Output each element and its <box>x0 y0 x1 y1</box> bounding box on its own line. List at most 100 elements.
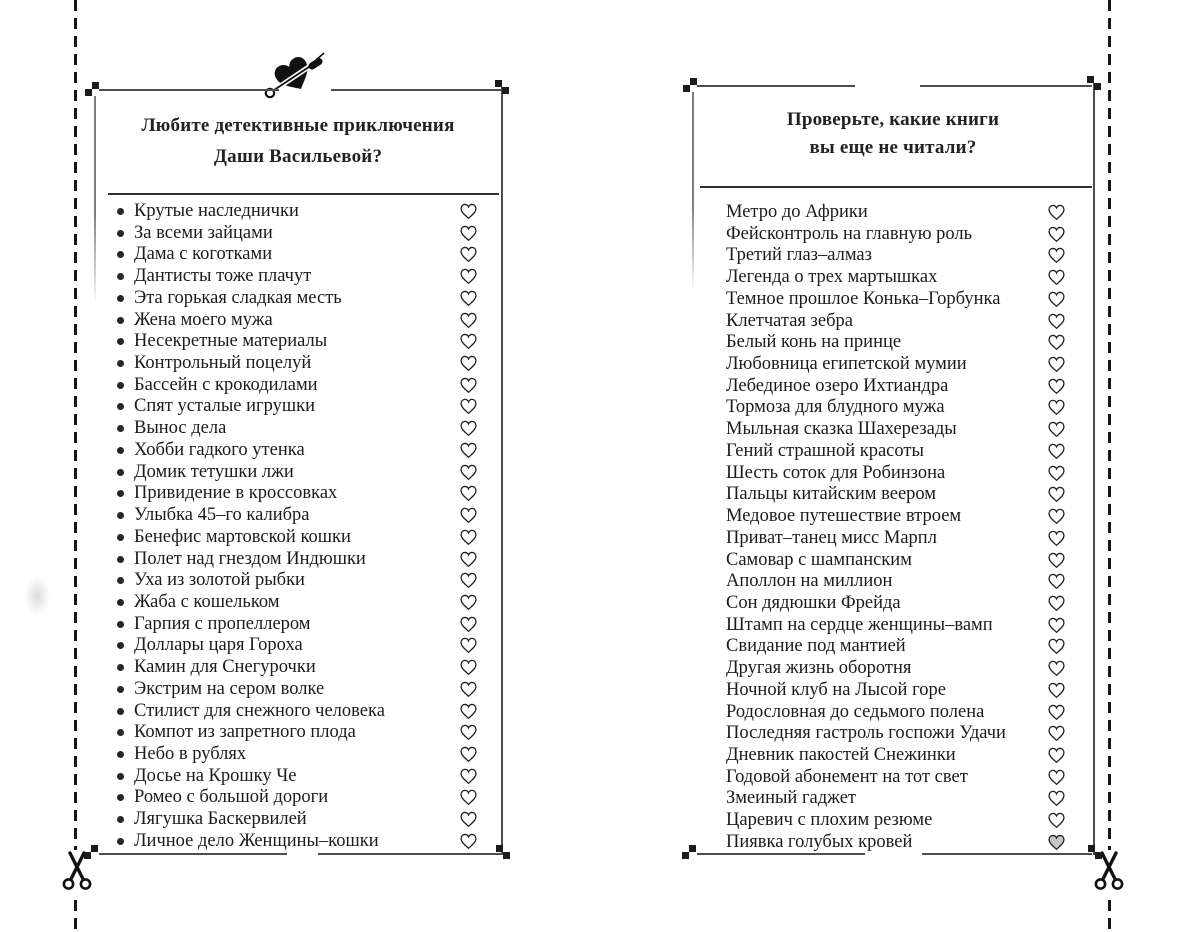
corner-ornament <box>1088 845 1103 860</box>
heart-checkbox[interactable] <box>1047 225 1066 243</box>
book-row: Бенефис мартовской кошки <box>112 527 478 547</box>
heart-checkbox[interactable] <box>459 397 478 415</box>
heart-checkbox[interactable] <box>459 788 478 806</box>
heart-checkbox[interactable] <box>459 593 478 611</box>
heart-checkbox[interactable] <box>1047 724 1066 742</box>
book-row: Домик тетушки лжи <box>112 462 478 482</box>
heart-checkbox[interactable] <box>459 832 478 850</box>
book-title: Лебединое озеро Ихтиандра <box>726 375 949 396</box>
heart-checkbox[interactable] <box>459 354 478 372</box>
book-title: Царевич с плохим резюме <box>726 810 933 831</box>
heart-checkbox[interactable] <box>1047 355 1066 373</box>
heart-checkbox[interactable] <box>1047 442 1066 460</box>
heart-checkbox[interactable] <box>459 550 478 568</box>
heart-checkbox[interactable] <box>1047 246 1066 264</box>
heart-checkbox[interactable] <box>1047 529 1066 547</box>
heart-checkbox[interactable] <box>1047 268 1066 286</box>
book-row: Лебединое озеро Ихтиандра <box>714 376 1066 396</box>
heart-checkbox-checked[interactable] <box>1047 833 1066 851</box>
book-row: Темное прошлое Конька–Горбунка <box>714 289 1066 309</box>
bullet-icon <box>117 685 124 693</box>
heart-checkbox[interactable] <box>459 658 478 676</box>
heart-checkbox[interactable] <box>459 311 478 329</box>
book-title: Любовница египетской мумии <box>726 354 967 375</box>
heart-checkbox[interactable] <box>1047 616 1066 634</box>
heart-checkbox[interactable] <box>459 267 478 285</box>
panel-title: Любите детективные приключения Даши Васи… <box>96 110 500 172</box>
heart-checkbox[interactable] <box>459 376 478 394</box>
heart-checkbox[interactable] <box>459 571 478 589</box>
heart-checkbox[interactable] <box>1047 746 1066 764</box>
heart-checkbox[interactable] <box>459 332 478 350</box>
heart-checkbox[interactable] <box>459 723 478 741</box>
heart-checkbox[interactable] <box>459 767 478 785</box>
heart-checkbox[interactable] <box>1047 789 1066 807</box>
heart-checkbox[interactable] <box>459 528 478 546</box>
book-title: Крутые наследнички <box>134 201 299 221</box>
book-title: Жаба с кошельком <box>134 591 280 612</box>
heart-checkbox[interactable] <box>459 810 478 828</box>
book-title: Фейсконтроль на главную роль <box>726 223 973 244</box>
heart-checkbox[interactable] <box>459 441 478 459</box>
frame-bottom-left-segment <box>99 853 287 855</box>
book-title: За всеми зайцами <box>134 222 273 243</box>
book-title: Приват–танец мисс Марпл <box>726 527 937 548</box>
heart-checkbox[interactable] <box>1047 681 1066 699</box>
heart-checkbox[interactable] <box>459 702 478 720</box>
heart-checkbox[interactable] <box>1047 637 1066 655</box>
book-title: Свидание под мантией <box>726 636 906 657</box>
heart-checkbox[interactable] <box>459 484 478 502</box>
heart-checkbox[interactable] <box>459 463 478 481</box>
book-row: Родословная до седьмого полена <box>714 702 1066 722</box>
heart-checkbox[interactable] <box>459 506 478 524</box>
heart-checkbox[interactable] <box>1047 203 1066 221</box>
heart-checkbox[interactable] <box>1047 464 1066 482</box>
book-title: Улыбка 45–го калибра <box>134 505 310 526</box>
heart-checkbox[interactable] <box>459 224 478 242</box>
book-row: Легенда о трех мартышках <box>714 267 1066 287</box>
heart-checkbox[interactable] <box>459 636 478 654</box>
book-row: Ночной клуб на Лысой горе <box>714 680 1066 700</box>
heart-checkbox[interactable] <box>1047 768 1066 786</box>
heart-checkbox[interactable] <box>459 289 478 307</box>
heart-checkbox[interactable] <box>1047 594 1066 612</box>
heart-checkbox[interactable] <box>1047 551 1066 569</box>
heart-checkbox[interactable] <box>459 680 478 698</box>
book-row: Привидение в кроссовках <box>112 483 478 503</box>
panel-title: Проверьте, какие книги вы еще не читали? <box>692 106 1094 162</box>
book-title: Уха из золотой рыбки <box>134 570 305 591</box>
heart-checkbox[interactable] <box>1047 507 1066 525</box>
heart-checkbox[interactable] <box>1047 398 1066 416</box>
corner-ornament <box>85 82 100 97</box>
book-title: Родословная до седьмого полена <box>726 701 985 722</box>
heart-checkbox[interactable] <box>1047 703 1066 721</box>
book-row: Вынос дела <box>112 418 478 438</box>
book-row: Другая жизнь оборотня <box>714 658 1066 678</box>
heart-checkbox[interactable] <box>1047 312 1066 330</box>
bullet-icon <box>117 316 124 324</box>
corner-ornament <box>683 78 698 93</box>
heart-checkbox[interactable] <box>459 745 478 763</box>
book-row: Дама с коготками <box>112 244 478 264</box>
frame-bottom-left-segment <box>697 853 865 855</box>
heart-checkbox[interactable] <box>1047 485 1066 503</box>
heart-checkbox[interactable] <box>1047 572 1066 590</box>
heart-checkbox[interactable] <box>1047 420 1066 438</box>
book-title: Мыльная сказка Шахерезады <box>726 419 957 440</box>
book-list-left: Крутые наследнички За всеми зайцами Дама с… <box>112 201 478 851</box>
bullet-icon <box>117 512 124 520</box>
heart-checkbox[interactable] <box>1047 290 1066 308</box>
book-row: Экстрим на сером волке <box>112 679 478 699</box>
heart-checkbox[interactable] <box>459 615 478 633</box>
heart-checkbox[interactable] <box>459 419 478 437</box>
title-divider <box>700 186 1092 188</box>
heart-checkbox[interactable] <box>1047 377 1066 395</box>
book-row: Самовар с шампанским <box>714 550 1066 570</box>
heart-checkbox[interactable] <box>459 245 478 263</box>
heart-checkbox[interactable] <box>1047 659 1066 677</box>
heart-checkbox[interactable] <box>1047 811 1066 829</box>
book-title: Пальцы китайским веером <box>726 484 937 505</box>
heart-checkbox[interactable] <box>459 202 478 220</box>
scan-smudge <box>24 575 50 617</box>
heart-checkbox[interactable] <box>1047 333 1066 351</box>
